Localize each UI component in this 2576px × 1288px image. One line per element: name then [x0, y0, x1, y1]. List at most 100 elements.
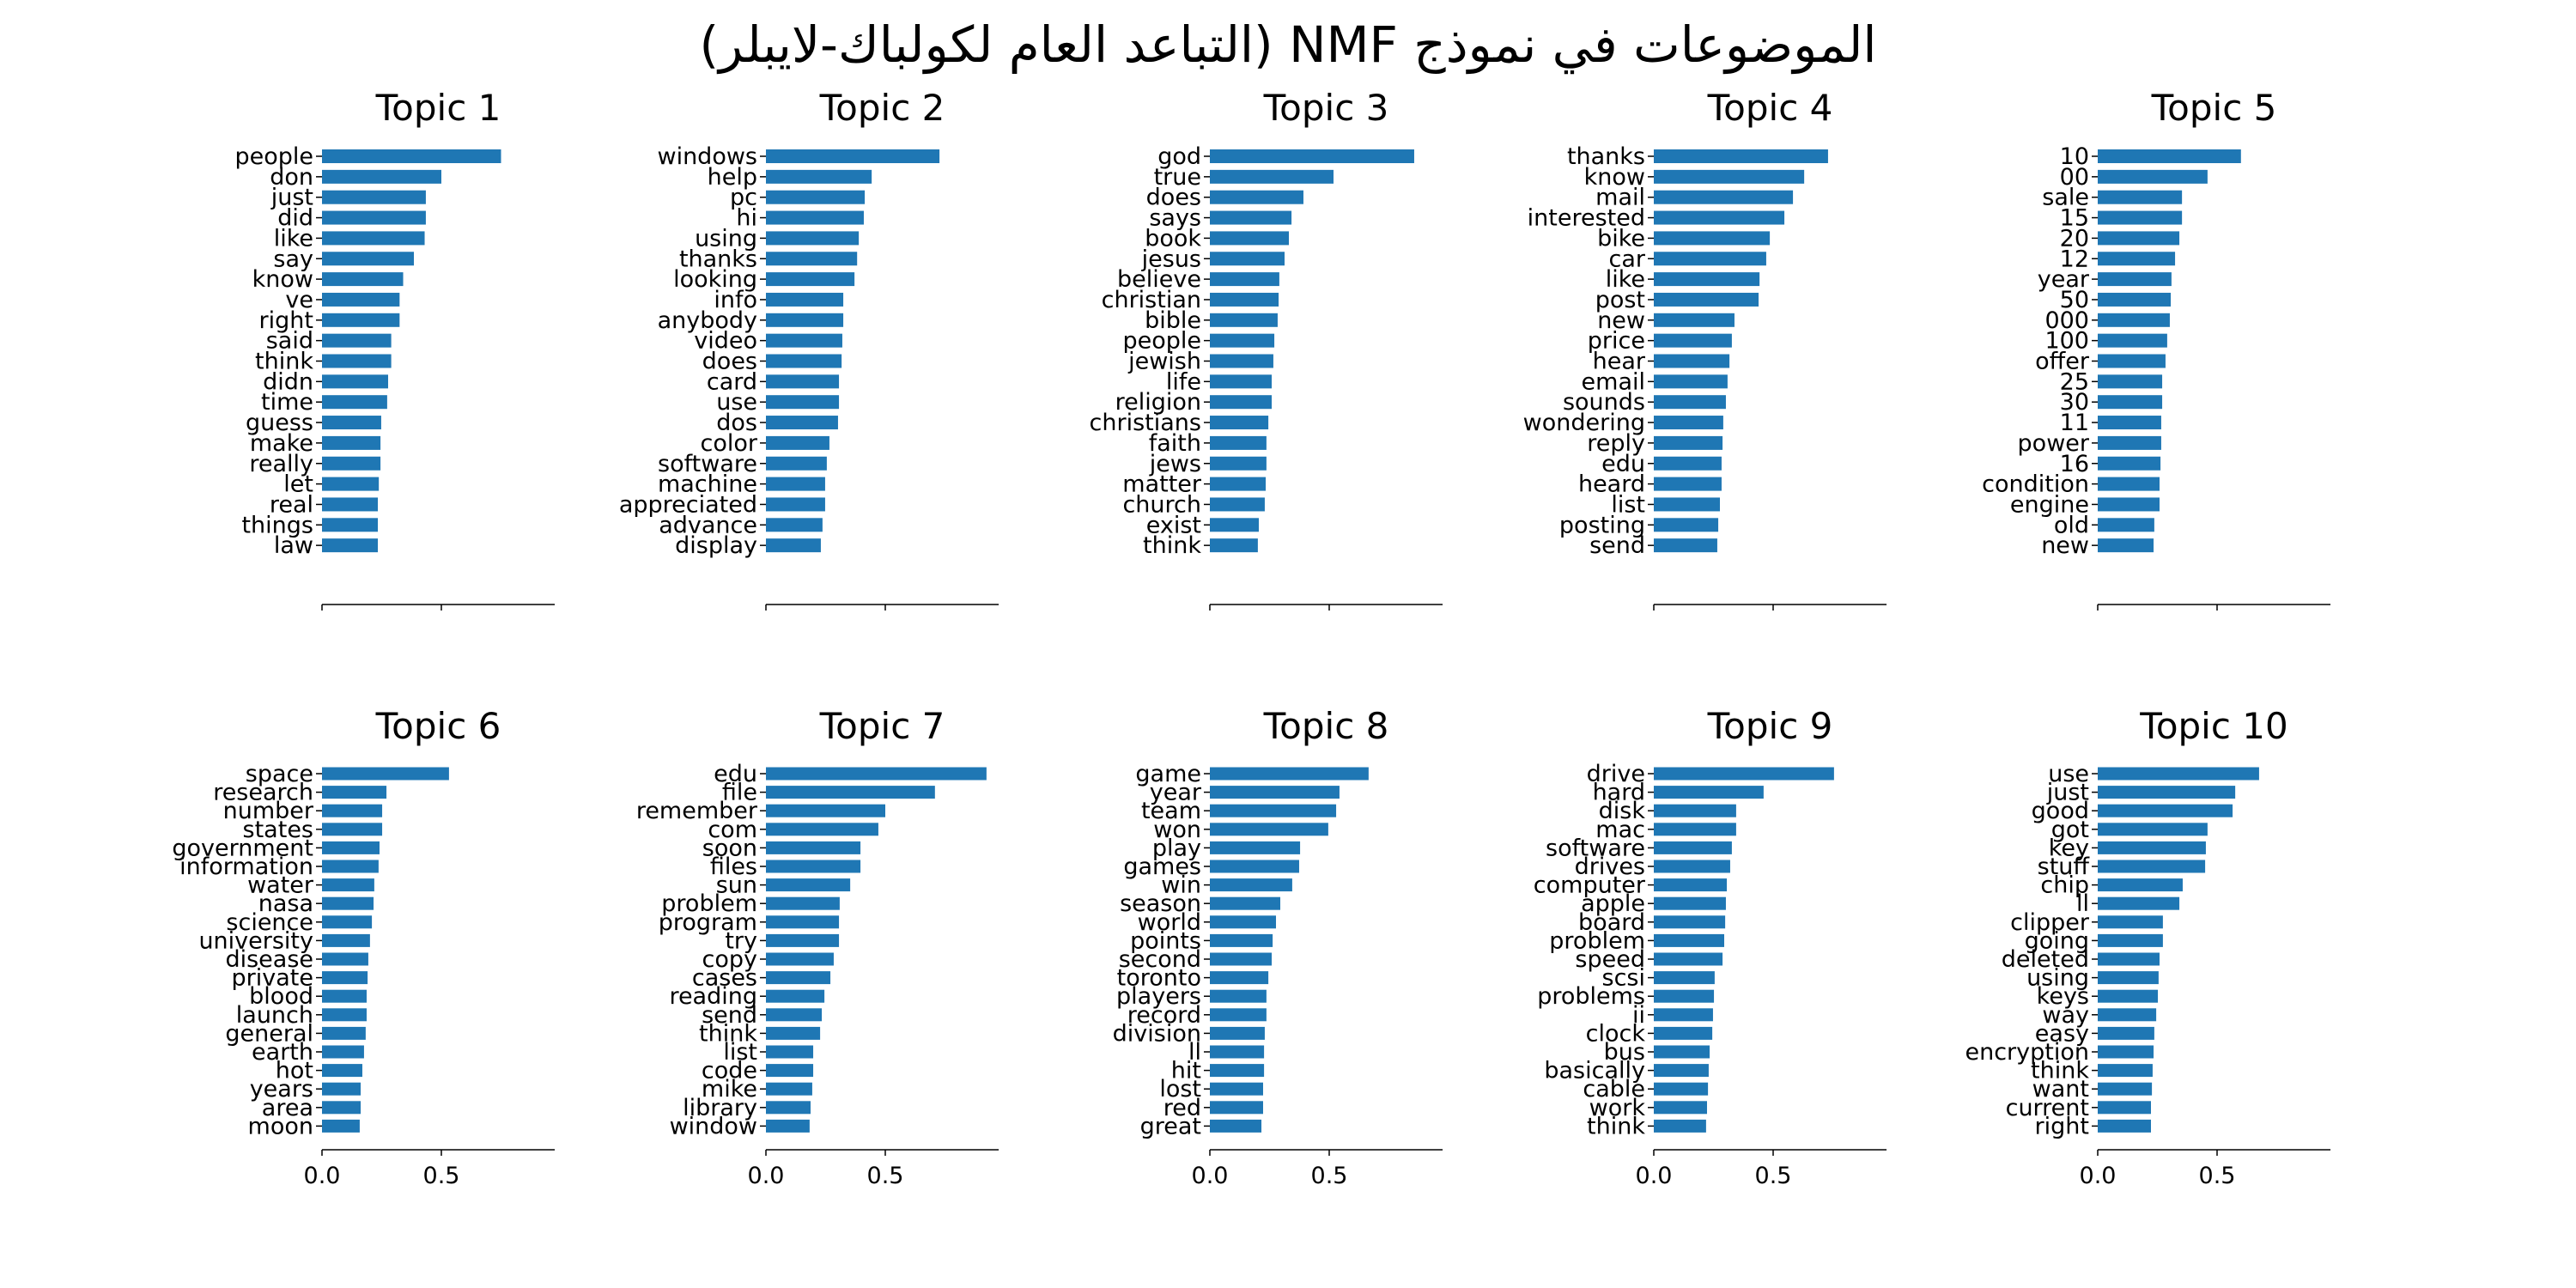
bar — [2098, 354, 2166, 368]
bar — [1654, 1082, 1709, 1096]
bar — [1654, 272, 1760, 287]
y-tick-label: 12 — [2060, 246, 2089, 272]
bar — [322, 860, 379, 873]
bar — [1654, 1045, 1710, 1059]
subplot-topic-1: Topic 1 peopledonjustdidlikesayknowverigh… — [234, 87, 556, 611]
y-tick-label: power — [2018, 430, 2090, 457]
bar — [322, 971, 368, 985]
y-tick-label: think — [1587, 1113, 1645, 1139]
bar — [1210, 538, 1258, 553]
bar — [322, 169, 441, 184]
y-tick-label: color — [701, 430, 758, 457]
subplot-title: Topic 2 — [819, 87, 945, 129]
y-tick-label: card — [707, 368, 757, 395]
bar — [1210, 896, 1281, 910]
y-tick-label: didn — [263, 368, 313, 395]
y-tick-label: does — [1146, 185, 1201, 211]
y-tick-label: 00 — [2060, 164, 2089, 191]
y-tick-label: heard — [1578, 471, 1645, 498]
y-tick-label: earth — [252, 1039, 313, 1066]
y-tick-label: ve — [285, 287, 313, 313]
bar — [1210, 313, 1278, 327]
bar — [766, 952, 834, 966]
subplot-topic-7: Topic 7edufileremembercomsoonfilessunpro… — [636, 705, 999, 1189]
bar — [766, 971, 831, 985]
y-tick-label: like — [274, 225, 313, 252]
y-tick-label: ii — [1632, 1002, 1645, 1029]
bar — [766, 933, 840, 947]
y-tick-label: 16 — [2060, 451, 2089, 477]
y-tick-label: offer — [2035, 349, 2090, 375]
y-tick-label: try — [725, 927, 757, 954]
y-tick-label: year — [1150, 780, 1202, 806]
subplot-title: Topic 3 — [1263, 87, 1389, 129]
bar — [1654, 395, 1726, 410]
y-tick-label: going — [2025, 927, 2089, 954]
bar — [2098, 1101, 2151, 1115]
y-tick-label: interested — [1528, 205, 1645, 232]
y-tick-label: anybody — [658, 307, 757, 334]
bar — [1654, 804, 1736, 817]
y-tick-label: jews — [1149, 451, 1201, 477]
y-tick-label: right — [2035, 1113, 2089, 1139]
bar — [322, 477, 380, 491]
y-tick-label: general — [225, 1020, 313, 1047]
bar — [322, 435, 381, 450]
y-tick-label: make — [250, 430, 313, 457]
y-tick-label: right — [259, 307, 313, 334]
bar — [2098, 518, 2154, 532]
y-tick-label: faith — [1149, 430, 1201, 457]
subplot-topic-10: Topic 10 usejustgoodgotkeystuffchipllclip… — [1965, 705, 2331, 1189]
y-tick-label: red — [1163, 1095, 1201, 1121]
y-tick-label: deleted — [2002, 946, 2089, 973]
y-tick-label: christians — [1090, 410, 1201, 436]
y-tick-label: video — [694, 328, 757, 355]
y-tick-label: using — [695, 225, 757, 252]
bar — [1210, 169, 1334, 184]
y-tick-label: mike — [702, 1076, 757, 1103]
bar — [1654, 231, 1771, 246]
subplot-topic-3: Topic 3godtruedoessaysbookjesusbelievech… — [1090, 87, 1443, 611]
bar — [1210, 252, 1285, 266]
bar — [1654, 374, 1728, 389]
y-tick-label: ll — [1188, 1039, 1201, 1066]
y-tick-label: files — [710, 854, 757, 880]
bar — [766, 804, 885, 817]
bar — [2098, 497, 2160, 512]
bar — [322, 395, 387, 410]
bar — [1654, 416, 1723, 430]
y-tick-label: 20 — [2060, 225, 2089, 252]
y-tick-label: think — [2031, 1058, 2089, 1084]
bar — [2098, 1045, 2154, 1059]
bar — [766, 1045, 814, 1059]
bar — [2098, 841, 2206, 854]
bar — [2098, 477, 2160, 491]
bar — [766, 149, 940, 163]
bar — [2098, 456, 2161, 471]
bar — [1210, 416, 1269, 430]
bar — [766, 313, 844, 327]
y-tick-label: game — [1135, 761, 1201, 787]
y-tick-label: university — [198, 927, 313, 954]
subplot-topic-8: Topic 8 gameyearteamwonplaygameswinseason… — [1113, 705, 1443, 1189]
y-tick-label: christian — [1102, 287, 1201, 313]
y-tick-label: won — [1153, 817, 1201, 843]
y-tick-label: win — [1161, 872, 1201, 899]
bar — [1654, 149, 1828, 163]
y-tick-label: use — [2048, 761, 2089, 787]
bar — [2098, 292, 2172, 307]
bar — [2098, 333, 2167, 348]
bar — [1654, 952, 1723, 966]
y-tick-label: bus — [1604, 1039, 1645, 1066]
y-tick-label: life — [1166, 368, 1201, 395]
y-tick-label: thanks — [1567, 143, 1645, 170]
bar — [322, 354, 392, 368]
y-tick-label: record — [1127, 1002, 1201, 1029]
bar — [766, 292, 844, 307]
x-tick-label: 0.0 — [1636, 1163, 1673, 1189]
y-tick-label: matter — [1122, 471, 1202, 498]
bar — [766, 860, 861, 873]
y-tick-label: bike — [1597, 225, 1645, 252]
bar — [322, 292, 400, 307]
y-tick-label: world — [1138, 909, 1201, 936]
